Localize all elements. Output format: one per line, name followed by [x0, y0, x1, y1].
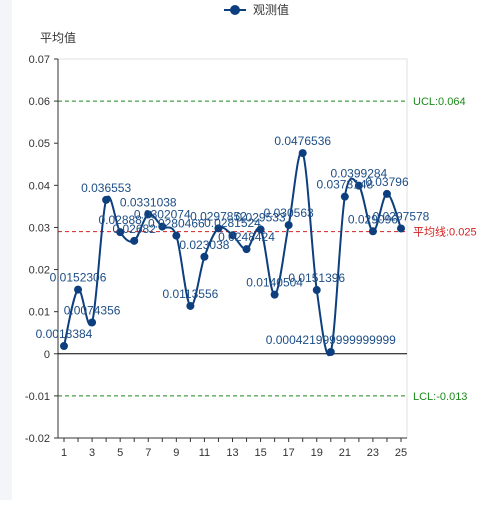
data-label: 0.0151396 [288, 271, 345, 285]
data-point[interactable] [158, 222, 167, 231]
data-label: 0.0399284 [331, 167, 388, 181]
data-label: 0.03796 [365, 175, 409, 189]
data-point[interactable] [326, 348, 335, 357]
data-point[interactable] [130, 236, 139, 245]
data-label: 0.0297852 [190, 209, 247, 223]
data-point[interactable] [284, 221, 293, 230]
data-point[interactable] [228, 231, 237, 240]
x-tick-label: 15 [254, 447, 266, 459]
data-point[interactable] [200, 252, 209, 261]
x-tick-label: 13 [226, 447, 238, 459]
data-point[interactable] [144, 210, 153, 219]
data-point[interactable] [340, 192, 349, 201]
data-label: 0.0476536 [274, 134, 331, 148]
plot-frame [57, 58, 408, 439]
legend[interactable]: 观测值 [224, 2, 289, 17]
data-label: 0.0280466 [148, 217, 205, 231]
y-tick-label: 0.06 [29, 96, 50, 108]
y-tick-label: 0.05 [29, 138, 50, 150]
data-point[interactable] [172, 231, 181, 240]
data-point[interactable] [102, 195, 111, 204]
x-tick-label: 19 [311, 447, 323, 459]
page-left-strip [0, 0, 12, 500]
data-point[interactable] [368, 227, 377, 236]
data-label: 0.0152306 [50, 271, 107, 285]
data-label: 0.000421999999999999 [266, 333, 396, 347]
series-line [63, 150, 402, 356]
data-label: 0.023038 [179, 238, 229, 252]
y-tick-label: 0 [44, 349, 50, 361]
y-tick-label: 0.02 [29, 265, 50, 277]
y-tick-label: -0.01 [25, 391, 50, 403]
data-point[interactable] [270, 290, 279, 299]
x-tick-label: 3 [89, 447, 95, 459]
x-tick-label: 5 [117, 447, 123, 459]
data-point[interactable] [312, 286, 321, 295]
data-points [60, 149, 405, 357]
data-point[interactable] [116, 228, 125, 237]
data-point[interactable] [298, 149, 307, 158]
data-point[interactable] [88, 318, 97, 327]
data-point[interactable] [354, 181, 363, 190]
x-tick-label: 23 [367, 447, 379, 459]
data-point[interactable] [60, 342, 68, 351]
y-tick-label: 0.03 [29, 222, 50, 234]
reference-label-mean: 平均线:0.025 [413, 225, 477, 239]
data-label: 0.0331038 [120, 195, 177, 209]
data-labels: 0.0018384 0.0152306 0.0074356 0.036553 0.028… [36, 134, 430, 347]
data-label: 0.029533 [236, 210, 286, 224]
data-label: 0.02888 [98, 213, 142, 227]
legend-marker [230, 5, 240, 15]
x-tick-label: 9 [173, 447, 179, 459]
data-point[interactable] [242, 245, 251, 254]
data-point[interactable] [74, 285, 83, 294]
y-tick-label: 0.04 [29, 180, 50, 192]
data-point[interactable] [214, 224, 223, 233]
axes: 0.07 0.06 0.05 0.04 0.03 0.02 0.01 0 -0.01 -0.02 1… [25, 54, 408, 459]
x-tick-label: 21 [339, 447, 351, 459]
x-tick-label: 17 [283, 447, 295, 459]
y-axis-title: 平均值 [40, 30, 76, 45]
reference-label-ucl: UCL:0.064 [413, 96, 466, 108]
data-label: 0.0302074 [134, 208, 191, 222]
data-label: 0.0297578 [373, 209, 430, 223]
x-tick-label: 25 [395, 447, 407, 459]
reference-lines: UCL:0.064 平均线:0.025 LCL:-0.013 [58, 96, 477, 403]
y-tick-label: 0.01 [29, 307, 50, 319]
data-label: 0.0373148 [316, 178, 373, 192]
data-label: 0.0140504 [246, 276, 303, 290]
series-line-group [63, 150, 402, 356]
data-label: 0.02682 [113, 222, 157, 236]
x-tick-label: 11 [199, 447, 210, 459]
x-tick-label: 1 [61, 447, 67, 459]
data-label: 0.0113556 [162, 287, 218, 301]
data-point[interactable] [382, 189, 391, 198]
data-label: 0.030563 [264, 206, 314, 220]
data-point[interactable] [186, 301, 195, 310]
data-label: 0.036553 [81, 181, 131, 195]
y-tick-label: 0.07 [29, 54, 50, 66]
x-tick-label: 7 [145, 447, 151, 459]
data-label: 0.029096 [348, 212, 398, 226]
data-point[interactable] [397, 224, 405, 233]
data-label: 0.0074356 [64, 303, 121, 317]
data-label: 0.0281524 [204, 216, 261, 230]
legend-label: 观测值 [253, 2, 289, 17]
data-label: 0.0018384 [36, 327, 93, 341]
data-point[interactable] [256, 225, 265, 234]
data-label: 0.0248424 [218, 230, 275, 244]
y-tick-label: -0.02 [25, 433, 50, 445]
reference-label-lcl: LCL:-0.013 [413, 391, 467, 403]
